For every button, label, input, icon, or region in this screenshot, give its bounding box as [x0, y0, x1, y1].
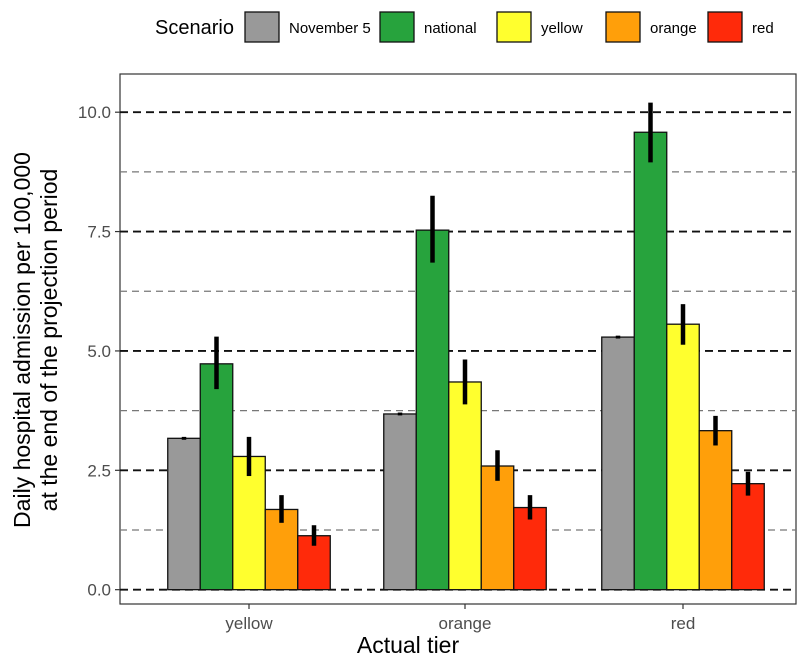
- legend-key-november-5: [244, 11, 280, 43]
- bar-red-national: [633, 131, 668, 591]
- legend-label: red: [752, 20, 774, 37]
- bar-orange-orange: [480, 465, 515, 591]
- y-axis: 0.0 2.5 5.0 7.5 10.0: [78, 103, 120, 600]
- bar-orange-yellow: [448, 381, 482, 591]
- bar-orange-red: [513, 506, 547, 591]
- legend-label: yellow: [541, 20, 583, 37]
- y-tick-label: 10.0: [78, 103, 111, 122]
- y-tick-label: 0.0: [87, 581, 111, 600]
- bar-red-yellow: [666, 323, 700, 591]
- legend-key-yellow: [496, 11, 532, 43]
- x-tick-label: orange: [439, 614, 492, 633]
- legend-title: Scenario: [155, 17, 234, 39]
- y-axis-title-line-2: at the end of the projection period: [36, 169, 62, 512]
- x-tick-label: red: [671, 614, 696, 633]
- plot-panel: [119, 73, 797, 605]
- x-axis: yellow orange red: [225, 604, 695, 633]
- x-tick-label: yellow: [225, 614, 273, 633]
- y-axis-title-line-1: Daily hospital admission per 100,000: [9, 152, 35, 528]
- bar-yellow-yellow: [232, 455, 266, 591]
- legend-key-orange: [605, 11, 641, 43]
- bar-yellow-november-5: [167, 437, 201, 591]
- legend-label: orange: [650, 20, 697, 37]
- legend-label: national: [424, 20, 477, 37]
- y-tick-label: 5.0: [87, 342, 111, 361]
- bar-red-orange: [698, 430, 733, 591]
- bar-red-november-5: [601, 336, 635, 591]
- x-axis-title: Actual tier: [357, 632, 460, 657]
- legend-key-red: [707, 11, 743, 43]
- error-bars: [181, 102, 751, 546]
- legend: Scenario November 5 national yellow orange r…: [155, 11, 774, 43]
- y-tick-label: 2.5: [87, 461, 111, 480]
- bar-orange-national: [415, 229, 450, 591]
- legend-key-national: [379, 11, 415, 43]
- legend-label: November 5: [289, 20, 371, 37]
- bar-yellow-national: [199, 363, 234, 591]
- bar-orange-november-5: [383, 413, 417, 591]
- y-tick-label: 7.5: [87, 223, 111, 242]
- bar-red-red: [731, 483, 765, 591]
